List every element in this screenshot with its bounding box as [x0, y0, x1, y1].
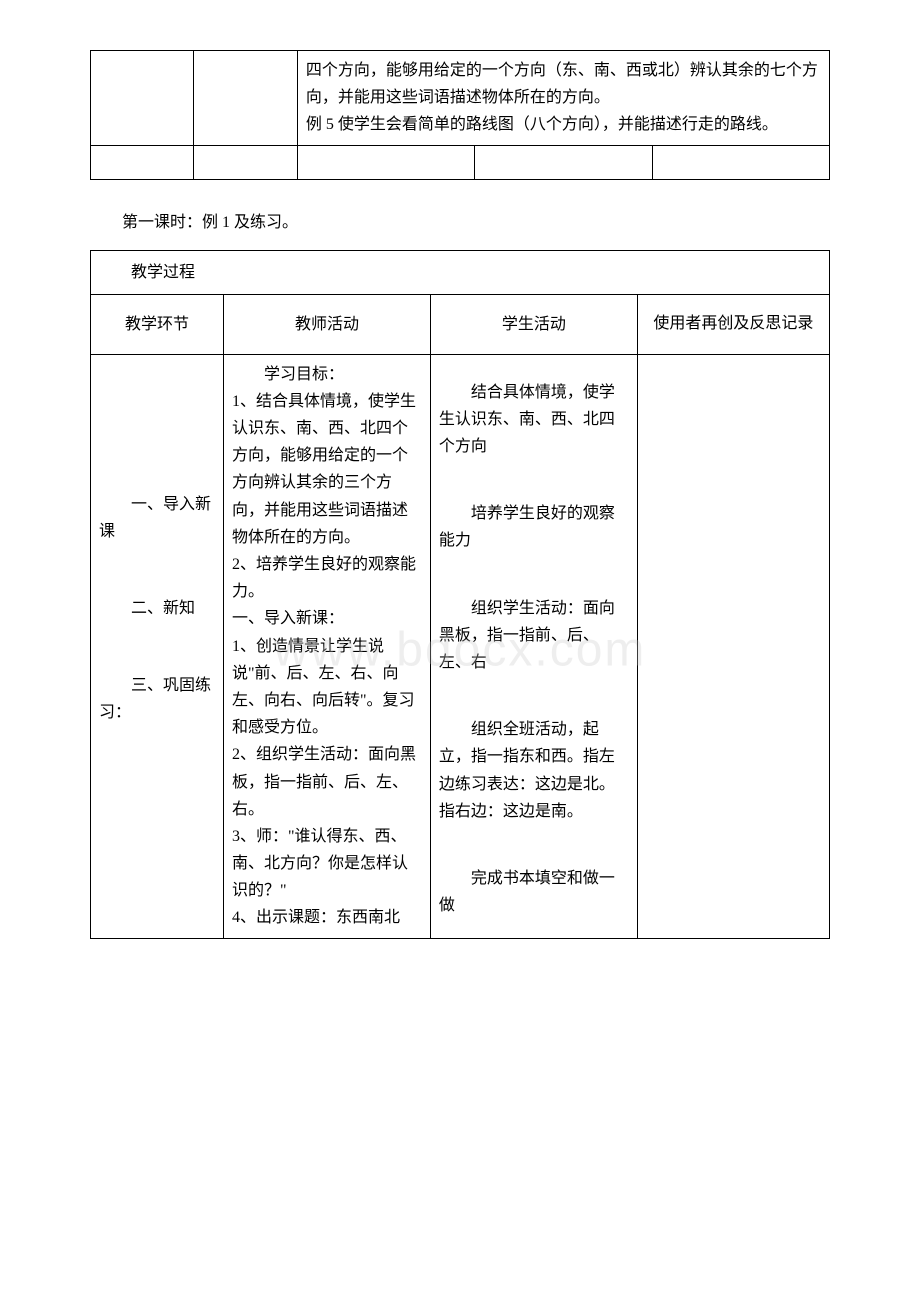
text-line: 1、结合具体情境，使学生认识东、南、西、北四个方向，能够用给定的一个方向辨认其余… — [232, 388, 422, 551]
empty-cell — [194, 145, 297, 179]
text-line: 结合具体情境，使学生认识东、南、西、北四个方向 — [439, 379, 629, 461]
text-line: 一、导入新课： — [232, 605, 422, 632]
table-row-empty — [91, 145, 830, 179]
student-content: 结合具体情境，使学生认识东、南、西、北四个方向 培养学生良好的观察能力 组织学生… — [439, 361, 629, 920]
text-line: 学习目标： — [232, 361, 422, 388]
content-row: 一、导入新课 二、新知 三、巩固练习： 学习目标： 1、结合具体情境，使学生认识… — [91, 354, 830, 938]
empty-cell — [475, 145, 652, 179]
header-cell-phase: 教学环节 — [91, 295, 224, 354]
text-line: 2、培养学生良好的观察能力。 — [232, 551, 422, 605]
spacer — [99, 545, 215, 595]
header-cell-notes: 使用者再创及反思记录 — [637, 295, 829, 354]
text-line: 2、组织学生活动：面向黑板，指一指前、后、左、右。 — [232, 741, 422, 823]
text-line: 培养学生良好的观察能力 — [439, 500, 629, 554]
text-line: 完成书本填空和做一做 — [439, 865, 629, 919]
spacer — [439, 555, 629, 595]
header-cell-student: 学生活动 — [430, 295, 637, 354]
text-line: 组织学生活动：面向黑板，指一指前、后、左、右 — [439, 595, 629, 677]
phase-item: 三、巩固练习： — [99, 672, 215, 726]
spacer — [439, 825, 629, 865]
section-header: 第一课时：例 1 及练习。 — [90, 210, 830, 236]
empty-cell — [297, 145, 474, 179]
notes-cell — [637, 354, 829, 938]
phase-item: 一、导入新课 — [99, 491, 215, 545]
page-container: 四个方向，能够用给定的一个方向（东、南、西或北）辨认其余的七个方向，并能用这些词… — [0, 0, 920, 1009]
teacher-cell: 学习目标： 1、结合具体情境，使学生认识东、南、西、北四个方向，能够用给定的一个… — [224, 354, 431, 938]
text-line: 组织全班活动，起立，指一指东和西。指左边练习表达：这边是北。指右边：这边是南。 — [439, 716, 629, 825]
text-line: 4、出示课题：东西南北 — [232, 904, 422, 931]
header-cell-teacher: 教师活动 — [224, 295, 431, 354]
table-row: 四个方向，能够用给定的一个方向（东、南、西或北）辨认其余的七个方向，并能用这些词… — [91, 51, 830, 146]
table-title-cell: 教学过程 — [91, 251, 830, 295]
header-row: 教学环节 教师活动 学生活动 使用者再创及反思记录 — [91, 295, 830, 354]
cell-text: 四个方向，能够用给定的一个方向（东、南、西或北）辨认其余的七个方向，并能用这些词… — [306, 57, 821, 139]
spacer — [439, 361, 629, 379]
top-table-fragment: 四个方向，能够用给定的一个方向（东、南、西或北）辨认其余的七个方向，并能用这些词… — [90, 50, 830, 180]
title-row: 教学过程 — [91, 251, 830, 295]
empty-cell — [194, 51, 297, 146]
phase-cell: 一、导入新课 二、新知 三、巩固练习： — [91, 354, 224, 938]
spacer — [439, 460, 629, 500]
empty-cell — [91, 145, 194, 179]
text-line: 1、创造情景让学生说说"前、后、左、右、向左、向右、向后转"。复习和感受方位。 — [232, 633, 422, 742]
student-cell: 结合具体情境，使学生认识东、南、西、北四个方向 培养学生良好的观察能力 组织学生… — [430, 354, 637, 938]
text-line: 3、师："谁认得东、西、南、北方向？你是怎样认识的？" — [232, 823, 422, 905]
phase-item: 二、新知 — [99, 595, 215, 622]
content-cell: 四个方向，能够用给定的一个方向（东、南、西或北）辨认其余的七个方向，并能用这些词… — [297, 51, 829, 146]
spacer — [99, 361, 215, 491]
phase-content: 一、导入新课 二、新知 三、巩固练习： — [99, 361, 215, 727]
empty-cell — [91, 51, 194, 146]
teacher-content: 学习目标： 1、结合具体情境，使学生认识东、南、西、北四个方向，能够用给定的一个… — [232, 361, 422, 932]
spacer — [99, 622, 215, 672]
empty-cell — [652, 145, 829, 179]
text-line: 四个方向，能够用给定的一个方向（东、南、西或北）辨认其余的七个方向，并能用这些词… — [306, 57, 821, 139]
spacer — [439, 676, 629, 716]
lesson-table: 教学过程 教学环节 教师活动 学生活动 使用者再创及反思记录 一、导入新课 二、… — [90, 250, 830, 939]
